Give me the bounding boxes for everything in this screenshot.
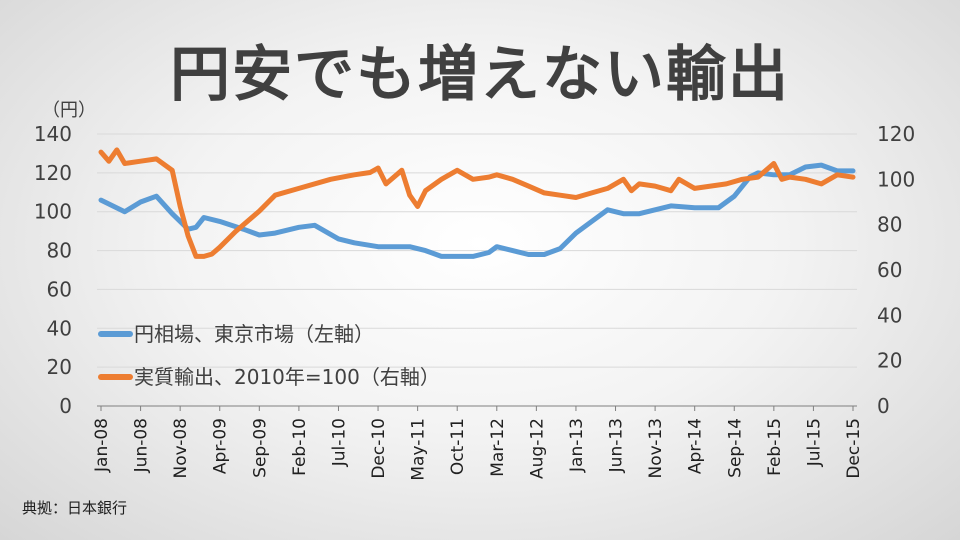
right-tick-label: 40 bbox=[877, 303, 902, 327]
right-tick-label: 60 bbox=[877, 258, 902, 282]
x-tick-label: Jun-08 bbox=[132, 418, 152, 473]
legend-label: 円相場、東京市場（左軸） bbox=[134, 322, 374, 346]
x-tick-label: Nov-13 bbox=[646, 418, 666, 479]
legend: 円相場、東京市場（左軸） 実質輸出、2010年=100（右軸） bbox=[98, 322, 440, 389]
x-tick-label: Mar-12 bbox=[488, 418, 508, 477]
left-tick-label: 80 bbox=[47, 239, 72, 263]
x-tick-label: Jan-08 bbox=[92, 418, 112, 473]
x-tick-label: Dec-15 bbox=[844, 418, 864, 479]
x-tick-label: Nov-08 bbox=[171, 418, 191, 479]
left-tick-label: 120 bbox=[34, 161, 72, 185]
x-tick-label: Jul-15 bbox=[804, 418, 824, 467]
x-tick-label: Jun-13 bbox=[607, 418, 627, 473]
x-tick-label: Dec-10 bbox=[369, 418, 389, 479]
source-note: 典拠：日本銀行 bbox=[22, 499, 128, 517]
right-axis-ticks: 0 20 40 60 80 100 120 bbox=[877, 122, 915, 418]
x-tick-label: Feb-15 bbox=[765, 418, 785, 476]
x-tick-label: May-11 bbox=[409, 418, 429, 481]
x-tick-label: Jul-10 bbox=[329, 418, 349, 467]
left-axis-ticks: 0 20 40 60 80 100 120 140 bbox=[34, 122, 72, 418]
x-tick-label: Sep-14 bbox=[725, 418, 745, 478]
x-tick-label: Jan-13 bbox=[567, 418, 587, 473]
x-tick-label: Oct-11 bbox=[448, 418, 468, 475]
left-tick-label: 40 bbox=[47, 316, 72, 340]
x-tick-label: Apr-14 bbox=[686, 418, 706, 474]
left-tick-label: 100 bbox=[34, 200, 72, 224]
x-tick-label: Aug-12 bbox=[527, 418, 547, 479]
legend-label: 実質輸出、2010年=100（右軸） bbox=[134, 365, 440, 389]
left-tick-label: 60 bbox=[47, 277, 72, 301]
series-lines bbox=[98, 147, 856, 259]
x-tick-label: Apr-09 bbox=[211, 418, 231, 474]
left-tick-label: 140 bbox=[34, 122, 72, 146]
x-tick-label: Feb-10 bbox=[290, 418, 310, 476]
right-tick-label: 0 bbox=[877, 394, 890, 418]
right-tick-label: 120 bbox=[877, 122, 915, 146]
x-tick-label: Sep-09 bbox=[250, 418, 270, 478]
x-axis: Jan-08 Jun-08 Nov-08 Apr-09 Sep-09 Feb-10 Jul-… bbox=[92, 405, 864, 481]
left-axis-unit-label: （円） bbox=[42, 100, 96, 121]
series-line-real-exports bbox=[98, 147, 856, 259]
right-tick-label: 20 bbox=[877, 349, 902, 373]
left-tick-label: 0 bbox=[59, 394, 72, 418]
left-tick-label: 20 bbox=[47, 355, 72, 379]
chart-title: 円安でも増えない輸出 bbox=[170, 40, 790, 110]
right-tick-label: 100 bbox=[877, 167, 915, 191]
series-line-yen-rate bbox=[98, 162, 856, 259]
gridlines bbox=[97, 133, 857, 368]
right-tick-label: 80 bbox=[877, 213, 902, 237]
